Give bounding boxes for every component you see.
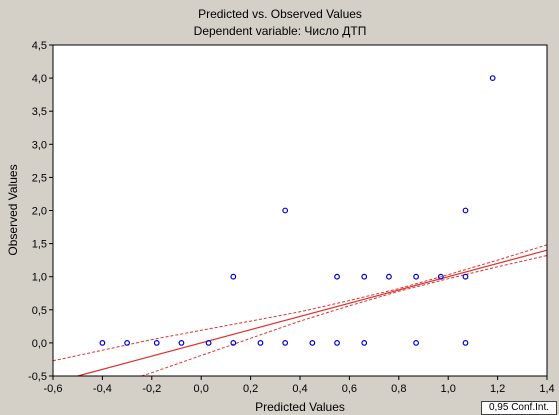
axes: -0,6 -0,4 -0,2 0,0 0,2 0,4 0,6 0,8 1,0 1,2 1,4 -0,5…: [28, 40, 555, 395]
data-point-13: [361, 340, 368, 346]
x-tick-label: 0,0: [194, 383, 209, 395]
x-tick-label: 1,4: [539, 383, 554, 395]
data-point-22: [489, 75, 496, 81]
conf-band-lower: [141, 255, 548, 377]
y-tick-label: 3,0: [32, 139, 47, 151]
conf-band-upper: [52, 244, 548, 362]
y-tick-label: 3,5: [32, 106, 47, 118]
chart-subtitle: Dependent variable: Число ДТП: [194, 24, 367, 38]
data-point-9: [282, 207, 289, 214]
data-point-6: [230, 273, 237, 280]
confidence-band: [52, 244, 548, 377]
data-points: [99, 75, 496, 346]
data-point-15: [386, 273, 392, 280]
data-point-8: [282, 340, 289, 346]
data-point-21: [462, 207, 469, 214]
y-tick-label: 1,0: [32, 272, 47, 284]
x-tick-label: -0,4: [93, 383, 112, 395]
y-tick-label: 0,5: [32, 305, 47, 317]
x-tick-label: -0,6: [44, 383, 63, 395]
data-point-18: [437, 273, 444, 280]
data-point-3: [178, 340, 185, 346]
y-tick-label: 2,5: [32, 172, 47, 184]
y-tick-label: 0,0: [32, 338, 47, 350]
y-tick-label: 1,5: [32, 239, 47, 251]
data-point-11: [334, 340, 340, 346]
data-point-0: [99, 340, 106, 346]
x-tick-label: 0,8: [391, 383, 406, 395]
data-point-1: [124, 340, 130, 346]
x-tick-label: 0,2: [243, 383, 258, 395]
data-point-5: [230, 340, 237, 346]
data-point-20: [462, 273, 469, 280]
conf-int-legend: 0,95 Conf.Int.: [481, 401, 557, 415]
data-point-7: [257, 340, 264, 346]
x-tick-label: 0,6: [342, 383, 357, 395]
chart-title: Predicted vs. Observed Values: [198, 7, 362, 21]
fit-line: [77, 249, 548, 377]
y-tick-label: 4,5: [32, 40, 47, 52]
x-tick-label: 1,2: [490, 383, 505, 395]
data-point-4: [205, 340, 212, 346]
data-point-10: [309, 340, 316, 346]
data-point-16: [413, 340, 419, 346]
y-axis-label: Observed Values: [6, 164, 20, 255]
x-axis-label: Predicted Values: [255, 400, 345, 414]
data-point-2: [153, 340, 160, 346]
x-tick-label: 0,4: [292, 383, 307, 395]
x-tick-label: -0,2: [142, 383, 161, 395]
data-point-14: [361, 273, 368, 280]
x-tick-label: 1,0: [441, 383, 456, 395]
data-point-19: [462, 340, 469, 346]
data-point-12: [334, 273, 340, 280]
regression-line: [77, 249, 548, 377]
y-tick-label: -0,5: [28, 371, 47, 383]
y-tick-label: 4,0: [32, 73, 47, 85]
plot-area: [53, 45, 547, 376]
data-point-17: [413, 273, 419, 280]
y-tick-label: 2,0: [32, 206, 47, 218]
